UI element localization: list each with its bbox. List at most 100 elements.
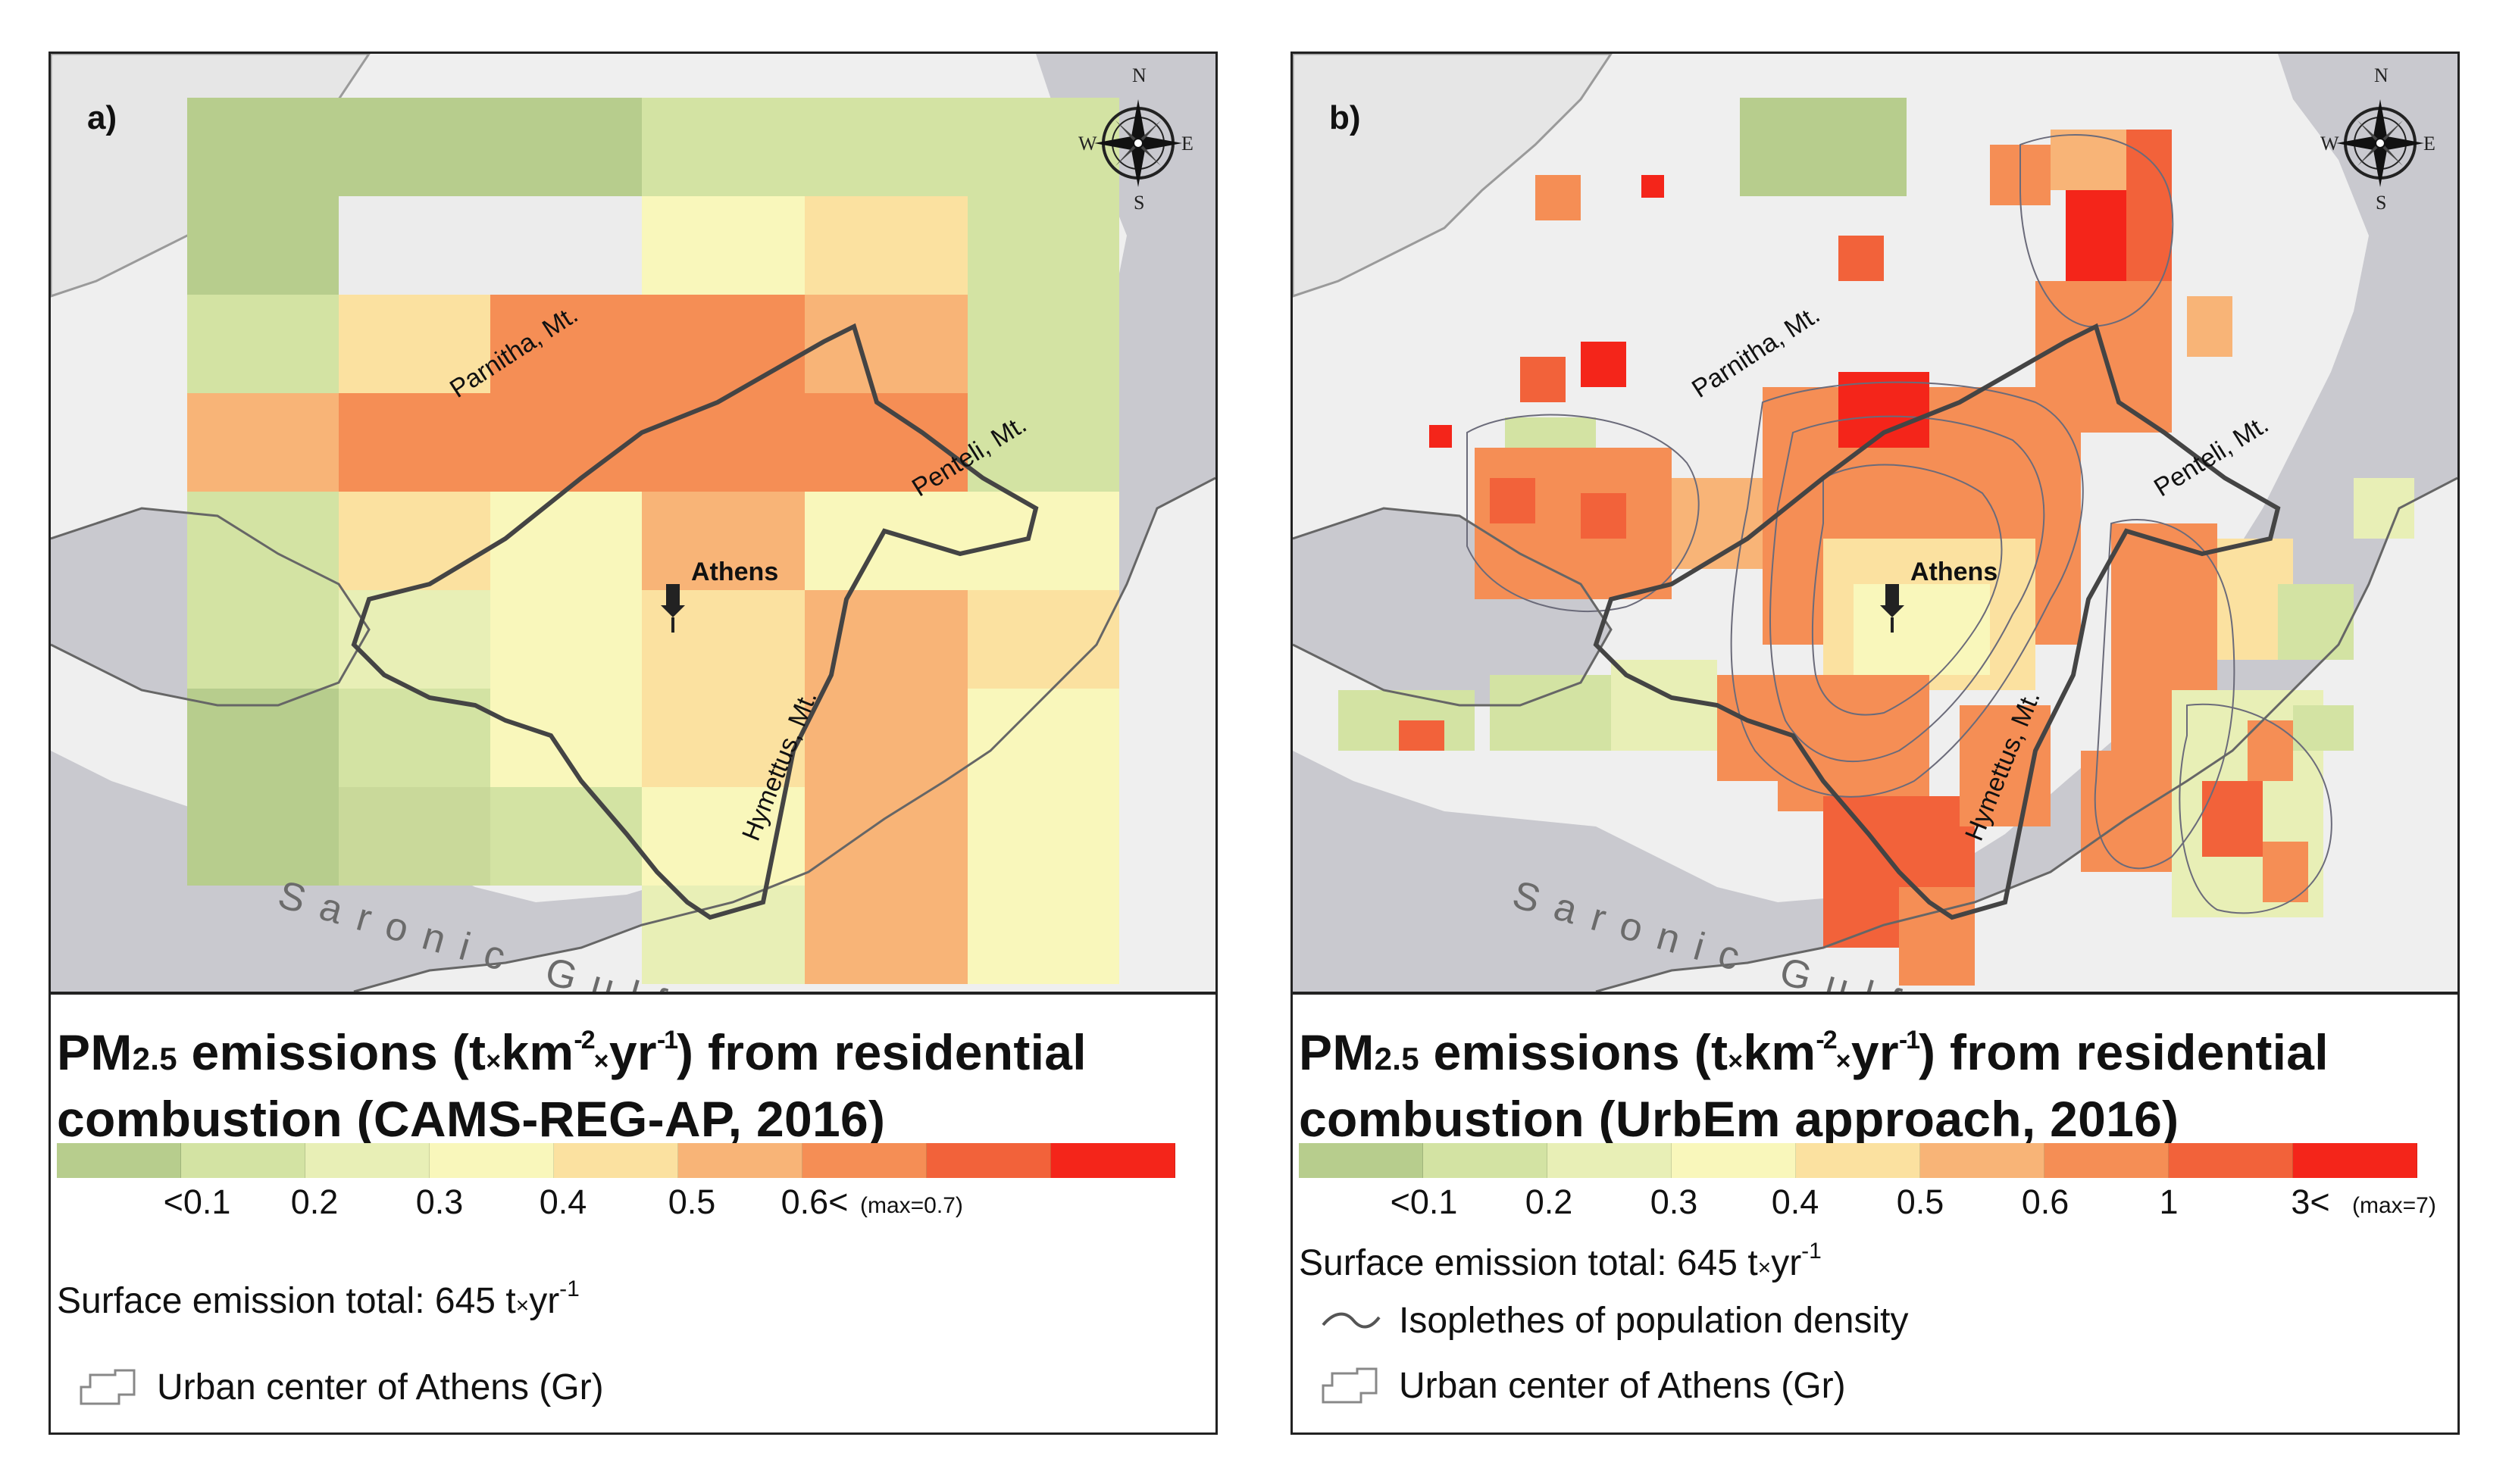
grid-cell — [490, 295, 642, 393]
title-pm: PM — [1299, 1024, 1375, 1080]
title-line2: combustion (CAMS-REG-AP, 2016) — [57, 1091, 886, 1147]
colorbar-swatch — [802, 1143, 927, 1178]
grid-cell — [1854, 584, 1990, 675]
grid-cell — [490, 590, 642, 689]
grid-cell — [187, 98, 339, 196]
label-athens: Athens — [691, 558, 779, 586]
urban-label: Urban center of Athens (Gr) — [157, 1367, 604, 1407]
colorbar-swatch — [1423, 1143, 1547, 1178]
colorbar-swatch — [1672, 1143, 1796, 1178]
surface-label: Surface emission total: 645 t — [1299, 1243, 1758, 1283]
grid-cell — [187, 590, 339, 689]
urban-center-boundary — [351, 323, 1039, 920]
tick-label: 0.6< — [781, 1183, 849, 1221]
title-sub: 2.5 — [132, 1041, 177, 1076]
grid-cell — [968, 196, 1119, 295]
grid-cell — [1581, 493, 1626, 539]
colorbar — [57, 1143, 1175, 1178]
tick-label: 1 — [2159, 1183, 2179, 1221]
panel-label: a) — [87, 99, 117, 136]
grid-cell — [2293, 705, 2354, 751]
grid-cell — [187, 787, 339, 886]
grid-cell — [1490, 478, 1535, 523]
grid-cell — [805, 787, 968, 886]
grid-cell — [2081, 751, 2172, 872]
grid-cell — [2354, 478, 2414, 539]
grid-cell — [490, 196, 642, 295]
title-post: ) from residential — [677, 1024, 1087, 1080]
colorbar-swatch — [554, 1143, 678, 1178]
map-b-svg — [1293, 54, 2457, 992]
surface-exp: -1 — [1801, 1239, 1822, 1264]
colorbar-ticks: <0.1 0.2 0.3 0.4 0.5 0.6 1 3< (max=7) — [1299, 1183, 2436, 1228]
grid-cell — [805, 886, 968, 984]
coastline-south — [353, 476, 1215, 992]
label-athens: Athens — [1910, 558, 1998, 586]
compass-e: E — [2423, 133, 2435, 155]
compass-rose-icon — [2336, 99, 2424, 187]
athens-marker-icon — [661, 584, 685, 633]
title-line2: combustion (UrbEm approach, 2016) — [1299, 1091, 2179, 1147]
coastline — [1293, 507, 1613, 707]
grid-cell — [187, 295, 339, 393]
grid-cell — [490, 98, 642, 196]
compass-w: W — [1078, 133, 1097, 155]
grid-cell — [642, 295, 805, 393]
grid-cell — [968, 492, 1119, 590]
grid-cell — [1641, 175, 1664, 198]
tick-label: <0.1 — [163, 1183, 231, 1221]
grid-cell — [339, 393, 490, 492]
title-mid: emissions (t — [177, 1024, 486, 1080]
legend-isopleth: Isoplethes of population density — [1316, 1298, 1908, 1343]
title-yr: yr — [608, 1024, 657, 1080]
grid-cell — [968, 689, 1119, 787]
grid-cell — [805, 295, 968, 393]
isopleth-line-icon — [1322, 1312, 1381, 1329]
tick-label: <0.1 — [1390, 1183, 1458, 1221]
surface-unit: yr — [529, 1281, 560, 1321]
grid-cell — [1535, 175, 1581, 220]
tick-label: 0.5 — [1896, 1183, 1944, 1221]
title-mul1: × — [1728, 1047, 1744, 1076]
grid-cell — [490, 492, 642, 590]
coastline-south — [1595, 476, 2457, 992]
grid-cell — [968, 393, 1119, 492]
title-pm: PM — [57, 1024, 133, 1080]
title-km: km — [1743, 1024, 1816, 1080]
grid-cell — [968, 886, 1119, 984]
tick-label: 0.4 — [1771, 1183, 1819, 1221]
colorbar-swatch — [1051, 1143, 1175, 1178]
colorbar-swatch — [1796, 1143, 1920, 1178]
colorbar-swatch — [430, 1143, 554, 1178]
grid-cell — [187, 393, 339, 492]
tick-label: 0.3 — [415, 1183, 464, 1221]
surface-total: Surface emission total: 645 t×yr-1 — [57, 1276, 580, 1322]
legend-urban-center: Urban center of Athens (Gr) — [1316, 1363, 1846, 1408]
grid-cell — [805, 689, 968, 787]
colorbar-ticks: <0.1 0.2 0.3 0.4 0.5 0.6< (max=0.7) — [57, 1183, 1193, 1228]
northwest-region — [1293, 54, 1613, 298]
panel-b: b) Parnitha, Mt. Penteli, Mt. Hymettus, … — [1290, 52, 2460, 1435]
grid-cell — [339, 492, 490, 590]
grid-cell — [642, 98, 805, 196]
compass-rose-icon — [1094, 99, 1182, 187]
compass-s: S — [1134, 192, 1145, 214]
colorbar-swatch — [181, 1143, 305, 1178]
urban-label: Urban center of Athens (Gr) — [1399, 1365, 1846, 1406]
grid-cell — [490, 393, 642, 492]
legend-b: PM2.5 emissions (t×km-2×yr-1) from resid… — [1293, 992, 2457, 1432]
grid-cell — [805, 492, 968, 590]
compass-s: S — [2376, 192, 2387, 214]
legend-urban-center: Urban center of Athens (Gr) — [74, 1364, 604, 1410]
title-sub: 2.5 — [1374, 1041, 1419, 1076]
grid-cell — [1490, 675, 1611, 751]
grid-cell — [2066, 190, 2126, 281]
grid-cell — [1520, 357, 1566, 402]
tick-label: 0.5 — [668, 1183, 716, 1221]
colorbar-swatch — [57, 1143, 181, 1178]
colorbar — [1299, 1143, 2417, 1178]
title-yr: yr — [1850, 1024, 1899, 1080]
title-km: km — [501, 1024, 574, 1080]
elefsina-bay — [1293, 508, 1611, 705]
colorbar-swatch — [2293, 1143, 2417, 1178]
